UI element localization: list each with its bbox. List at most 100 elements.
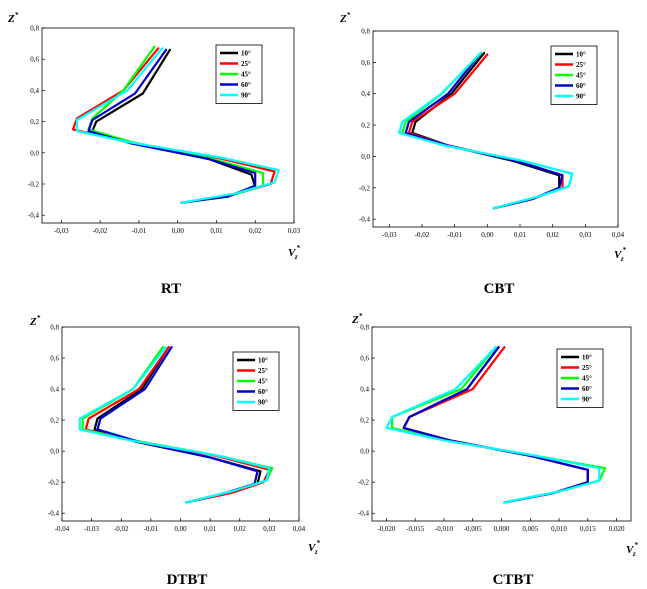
y-tick-label: 0,0 — [360, 448, 369, 456]
legend-label: 10° — [258, 357, 268, 365]
y-tick-label: 0,6 — [50, 355, 59, 363]
panel-cbt: -0,4 -0,2 0,0 0,2 0,4 0,6 0,8 -0,03 -0,02 -0,01 0,… — [339, 11, 626, 297]
series-line-3 — [401, 51, 574, 210]
y-tick-label: 0,0 — [50, 448, 59, 456]
series-line-5 — [385, 346, 601, 504]
y-tick-label: 0,2 — [30, 118, 39, 126]
x-tick-label: -0,005 — [464, 525, 483, 533]
x-tick-label: -0,03 — [54, 227, 69, 235]
x-tick-label: -0,02 — [93, 227, 108, 235]
legend-label: 45° — [582, 375, 592, 383]
y-tick-label: 0,6 — [361, 59, 370, 67]
x-tick-label: -0,015 — [406, 525, 425, 533]
x-tick-label: 0,015 — [580, 525, 596, 533]
y-tick-label: 0,2 — [360, 417, 369, 425]
x-tick-label: 0,03 — [263, 525, 276, 533]
x-tick-label: 0,04 — [293, 525, 306, 533]
x-tick-label: -0,04 — [55, 525, 70, 533]
x-tick-label: 0,02 — [249, 227, 262, 235]
panel-caption: CTBT — [493, 572, 534, 588]
legend-label: 60° — [258, 388, 268, 396]
y-axis-label: Z* — [29, 314, 41, 328]
x-tick-label: 0,000 — [494, 525, 510, 533]
y-tick-label: 0,4 — [361, 90, 370, 98]
legend-label: 45° — [576, 72, 586, 80]
panel-caption: RT — [161, 281, 181, 297]
x-tick-label: 0,00 — [172, 227, 185, 235]
x-axis-label: V* z — [614, 246, 626, 263]
y-tick-label: -0,2 — [359, 184, 371, 192]
x-tick-label: 0,00 — [481, 231, 494, 239]
y-tick-label: -0,2 — [48, 479, 60, 487]
y-tick-label: -0,4 — [48, 510, 60, 518]
x-tick-label: -0,020 — [377, 525, 396, 533]
x-tick-label: 0,04 — [612, 231, 625, 239]
legend-label: 25° — [576, 61, 586, 69]
y-tick-label: 0,6 — [360, 355, 369, 363]
x-tick-label: -0,01 — [447, 231, 462, 239]
y-tick-label: 0,8 — [50, 324, 59, 332]
legend-label: 90° — [258, 399, 268, 407]
y-tick-label: 0,0 — [30, 149, 39, 157]
legend-label: 60° — [241, 81, 251, 89]
legend-label: 60° — [582, 385, 592, 393]
x-axis-label: V* z — [626, 541, 638, 558]
x-tick-label: -0,02 — [114, 525, 129, 533]
y-tick-label: 0,2 — [50, 417, 59, 425]
panel-ctbt: -0,4 -0,2 0,0 0,2 0,4 0,6 0,8 -0,020 -0,015 -0,01… — [351, 312, 638, 588]
y-tick-label: -0,4 — [28, 212, 40, 220]
panel-rt: -0,4 -0,2 0,0 0,2 0,4 0,6 0,8 -0,03 -0,02 -0,01 0,… — [7, 11, 301, 297]
panel-dtbt: -0,4 -0,2 0,0 0,2 0,4 0,6 0,8 -0,04 -0,03 -0,02 -0… — [29, 314, 320, 588]
x-tick-label: 0,02 — [234, 525, 247, 533]
legend-label: 25° — [582, 364, 592, 372]
y-tick-label: -0,2 — [358, 479, 370, 487]
y-tick-label: -0,4 — [359, 216, 371, 224]
series-line-1 — [411, 51, 561, 210]
legend-label: 45° — [241, 71, 251, 79]
series-line-5 — [78, 346, 271, 504]
y-axis-label: Z* — [7, 11, 19, 25]
x-axis-label: V* z — [308, 539, 320, 556]
x-tick-label: 0,02 — [547, 231, 560, 239]
x-tick-label: 0,03 — [288, 227, 301, 235]
y-tick-label: 0,0 — [361, 153, 370, 161]
legend-label: 10° — [241, 50, 251, 58]
x-tick-label: -0,03 — [382, 231, 397, 239]
legend-label: 90° — [576, 93, 586, 101]
y-axis-label: Z* — [351, 312, 363, 326]
plot-frame — [41, 27, 295, 224]
panel-caption: DTBT — [167, 572, 208, 588]
legend-label: 45° — [258, 378, 268, 386]
plot-frame — [372, 30, 619, 228]
y-tick-label: 0,8 — [361, 28, 370, 36]
x-tick-label: 0,00 — [174, 525, 187, 533]
series-line-5 — [398, 51, 574, 210]
legend-label: 10° — [576, 51, 586, 59]
series-line-4 — [404, 51, 564, 210]
y-tick-label: -0,2 — [28, 181, 40, 189]
y-tick-label: 0,4 — [30, 87, 39, 95]
x-tick-label: 0,005 — [522, 525, 538, 533]
y-tick-label: 0,2 — [361, 122, 370, 130]
legend-label: 90° — [582, 396, 592, 404]
x-tick-label: 0,01 — [204, 525, 217, 533]
x-tick-label: -0,01 — [132, 227, 147, 235]
panel-caption: CBT — [484, 281, 515, 297]
x-tick-label: -0,02 — [415, 231, 430, 239]
y-axis-label: Z* — [339, 11, 351, 25]
x-tick-label: -0,01 — [144, 525, 159, 533]
y-tick-label: 0,8 — [360, 324, 369, 332]
legend-label: 60° — [576, 82, 586, 90]
x-tick-label: 0,020 — [609, 525, 625, 533]
x-tick-label: 0,01 — [210, 227, 223, 235]
x-tick-label: 0,03 — [579, 231, 592, 239]
x-tick-label: -0,010 — [435, 525, 454, 533]
x-axis-label: V* z — [288, 244, 300, 261]
y-tick-label: 0,4 — [50, 386, 59, 394]
legend-label: 90° — [241, 92, 251, 100]
series-line-2 — [407, 53, 564, 210]
y-tick-label: -0,4 — [358, 510, 370, 518]
legend-label: 10° — [582, 354, 592, 362]
x-tick-label: 0,010 — [551, 525, 567, 533]
